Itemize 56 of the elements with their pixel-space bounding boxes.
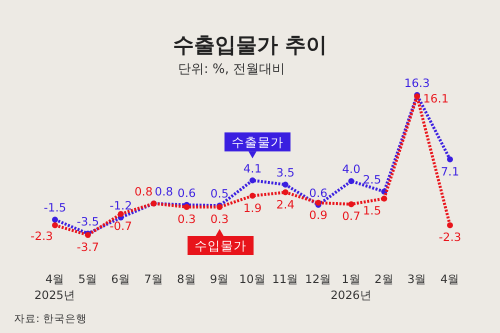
chart-subtitle: 단위: %, 전월대비 [178,62,286,77]
x-tick-label: 7월 [144,272,164,286]
x-tick-label: 3월 [407,272,427,286]
x-tick-label: 4월 2025년 [34,272,76,302]
data-label: 4.1 [243,161,262,176]
data-label: 2.5 [362,172,382,187]
point [52,222,58,228]
point [447,156,453,162]
x-tick-label: 2월 [374,272,394,286]
text: 자료: 한국은행 [14,313,87,325]
data-label: 4.0 [342,162,360,176]
point [282,189,288,196]
point [348,201,354,208]
point [282,182,288,188]
data-label: -3.7 [76,240,100,254]
data-label: 0.3 [210,212,229,226]
data-label: 16.3 [404,76,430,90]
data-label: 1.9 [243,200,262,215]
chart-title: 수출입물가 추이 [172,33,328,57]
data-label: 0.8 [134,184,153,198]
x-tick-label: 6월 [111,272,130,286]
data-label: -0.7 [110,219,132,233]
point [447,222,453,228]
data-label: 0.6 [309,186,328,200]
data-label: -1.5 [44,200,66,215]
x-tick-label: 4월 [440,272,460,286]
data-label: -1.2 [110,198,132,212]
data-label: 2.4 [276,197,295,212]
x-tick-label: 1월 2026년 [330,272,372,302]
x-tick-label: 11월 [272,272,299,286]
data-label: 0.3 [178,212,196,226]
data-label: 16.1 [423,91,449,106]
data-label: 0.8 [154,184,174,198]
point [118,211,124,217]
data-label: 0.5 [210,186,229,201]
data-label: 0.6 [178,186,196,200]
point [250,177,256,184]
x-tick-label: 10월 [239,272,266,286]
point [250,192,256,199]
x-tick-label: 8월 [177,272,196,286]
point [52,216,58,223]
data-label: -3.5 [76,214,100,229]
x-tick-label: 12월 [305,272,332,286]
data-label: 1.5 [362,204,382,218]
point [184,204,190,210]
point [381,196,388,202]
data-label: 0.7 [342,209,360,224]
point [348,178,354,184]
legend-label: 수입물가 [194,238,247,253]
x-tick-label: 5월 [78,272,98,286]
x-tick-label: 9월 [210,272,230,286]
data-label: 0.9 [309,208,328,222]
data-label: 3.5 [276,166,295,180]
data-label: 7.1 [440,164,460,178]
data-label: -2.3 [30,229,53,244]
data-label: -2.3 [438,230,462,244]
